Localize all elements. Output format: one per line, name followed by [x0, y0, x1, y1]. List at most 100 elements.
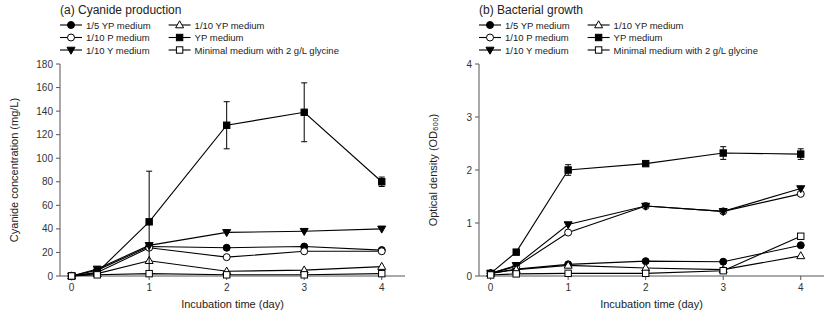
- error-cap: [565, 175, 571, 176]
- point: [223, 272, 229, 278]
- error-bar: [720, 147, 726, 160]
- legend-marker: [68, 34, 75, 41]
- x-tick-label: 2: [643, 282, 649, 293]
- y-tick: [56, 228, 60, 229]
- x-axis-label: Incubation time (day): [600, 298, 703, 310]
- series-line: [491, 194, 801, 274]
- x-tick-label: 3: [720, 282, 726, 293]
- error-cap: [301, 141, 307, 142]
- panel: (b) Bacterial growth0123401234Incubation…: [427, 3, 824, 310]
- legend-label: 1/5 YP medium: [505, 20, 570, 31]
- error-cap: [379, 186, 385, 187]
- point: [378, 248, 385, 255]
- legend-marker: [68, 22, 75, 29]
- error-bar: [379, 177, 385, 186]
- x-axis-label: Incubation time (day): [181, 298, 284, 310]
- legend-entry: YP medium: [169, 32, 244, 43]
- plot-area: [68, 83, 386, 280]
- legend-marker: [487, 22, 494, 29]
- point: [564, 261, 572, 268]
- series: [68, 226, 386, 280]
- error-cap: [720, 159, 726, 160]
- y-tick-label: 4: [466, 59, 472, 70]
- point: [797, 252, 805, 259]
- point: [642, 203, 649, 210]
- legend-marker: [595, 47, 601, 53]
- x-tick-label: 0: [69, 282, 75, 293]
- point: [68, 273, 75, 280]
- point: [719, 209, 727, 216]
- point: [720, 258, 727, 265]
- point: [94, 272, 100, 278]
- plot-area: [487, 147, 805, 278]
- series: [68, 270, 385, 279]
- point: [565, 167, 571, 173]
- point: [378, 226, 386, 233]
- y-tick-label: 2: [466, 165, 472, 176]
- error-cap: [798, 159, 804, 160]
- point: [720, 268, 726, 274]
- y-axis-label: Optical density (OD₆₀₀): [427, 114, 439, 227]
- y-tick: [475, 276, 479, 277]
- legend-marker: [176, 34, 182, 40]
- legend-label: YP medium: [614, 32, 663, 43]
- error-bar: [565, 165, 571, 176]
- legend-marker: [486, 47, 494, 54]
- y-tick-label: 120: [36, 129, 53, 140]
- y-tick: [475, 223, 479, 224]
- point: [487, 272, 493, 278]
- y-tick-label: 0: [47, 271, 53, 282]
- legend-label: Minimal medium with 2 g/L glycine: [614, 45, 758, 56]
- legend-entry: 1/10 Y medium: [60, 45, 150, 56]
- legend-label: 1/10 P medium: [505, 32, 569, 43]
- legend-marker: [595, 21, 603, 28]
- y-tick-label: 3: [466, 112, 472, 123]
- series-line: [491, 189, 801, 274]
- point: [68, 272, 76, 279]
- point: [378, 262, 386, 269]
- point: [68, 273, 74, 279]
- y-tick-label: 80: [42, 176, 54, 187]
- point: [798, 233, 804, 239]
- legend-entry: 1/5 YP medium: [479, 20, 570, 31]
- series: [487, 147, 804, 277]
- figure: (a) Cyanide production012340204060801001…: [0, 0, 838, 321]
- legend-marker: [67, 47, 75, 54]
- series: [487, 242, 804, 277]
- y-tick-label: 140: [36, 106, 53, 117]
- legend-entry: 1/10 Y medium: [479, 45, 569, 56]
- x-tick-label: 1: [565, 282, 571, 293]
- y-tick-label: 40: [42, 223, 54, 234]
- error-bar: [798, 149, 804, 160]
- point: [301, 109, 307, 115]
- error-cap: [720, 146, 726, 147]
- legend-label: Minimal medium with 2 g/L glycine: [195, 45, 339, 56]
- y-tick: [56, 181, 60, 182]
- error-cap: [301, 82, 307, 83]
- point: [301, 272, 307, 278]
- legend-entry: 1/5 YP medium: [60, 20, 151, 31]
- y-tick-label: 1: [466, 218, 472, 229]
- y-tick: [56, 158, 60, 159]
- x-tick-label: 3: [301, 282, 307, 293]
- point: [642, 203, 650, 210]
- point: [223, 244, 230, 251]
- error-bar: [146, 171, 152, 272]
- point: [642, 270, 648, 276]
- point: [513, 249, 519, 255]
- legend-marker: [487, 34, 494, 41]
- series: [68, 83, 385, 279]
- legend-marker: [176, 47, 182, 53]
- legend-label: 1/10 YP medium: [195, 20, 265, 31]
- error-cap: [379, 177, 385, 178]
- title: (b) Bacterial growth: [479, 3, 583, 17]
- point: [379, 179, 385, 185]
- point: [797, 186, 805, 193]
- y-tick-label: 100: [36, 153, 53, 164]
- point: [565, 229, 572, 236]
- y-tick: [475, 117, 479, 118]
- point: [146, 270, 152, 276]
- legend-label: 1/10 P medium: [86, 32, 150, 43]
- series: [68, 244, 385, 279]
- y-axis-label: Cyanide concentration (mg/L): [8, 98, 20, 242]
